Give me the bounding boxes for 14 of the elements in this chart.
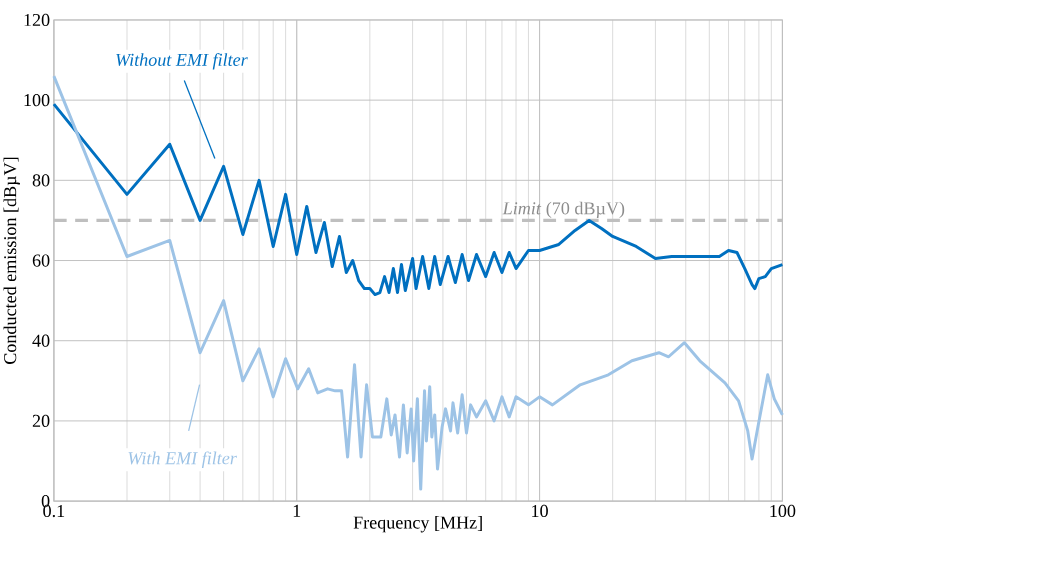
x-tick-label: 100 bbox=[770, 505, 796, 518]
text: Without EMI filter bbox=[116, 53, 248, 70]
y-tick-label: 80 bbox=[32, 174, 50, 187]
y-tick-label: 100 bbox=[24, 94, 50, 107]
ref-line-label: Limit (70 dBµV) bbox=[502, 201, 625, 219]
text: With EMI filter bbox=[128, 451, 237, 469]
y-tick-label: 60 bbox=[32, 254, 50, 267]
y-tick-label: 40 bbox=[32, 334, 50, 348]
y-tick-label: 20 bbox=[32, 415, 50, 428]
y-axis-title: Conducted emission [dBµV] bbox=[3, 157, 20, 365]
y-tick-label: 120 bbox=[24, 14, 50, 27]
x-tick-label: 1 bbox=[293, 505, 301, 518]
x-tick-label: 10 bbox=[532, 505, 548, 518]
x-axis-title: Frequency [MHz] bbox=[353, 516, 482, 533]
